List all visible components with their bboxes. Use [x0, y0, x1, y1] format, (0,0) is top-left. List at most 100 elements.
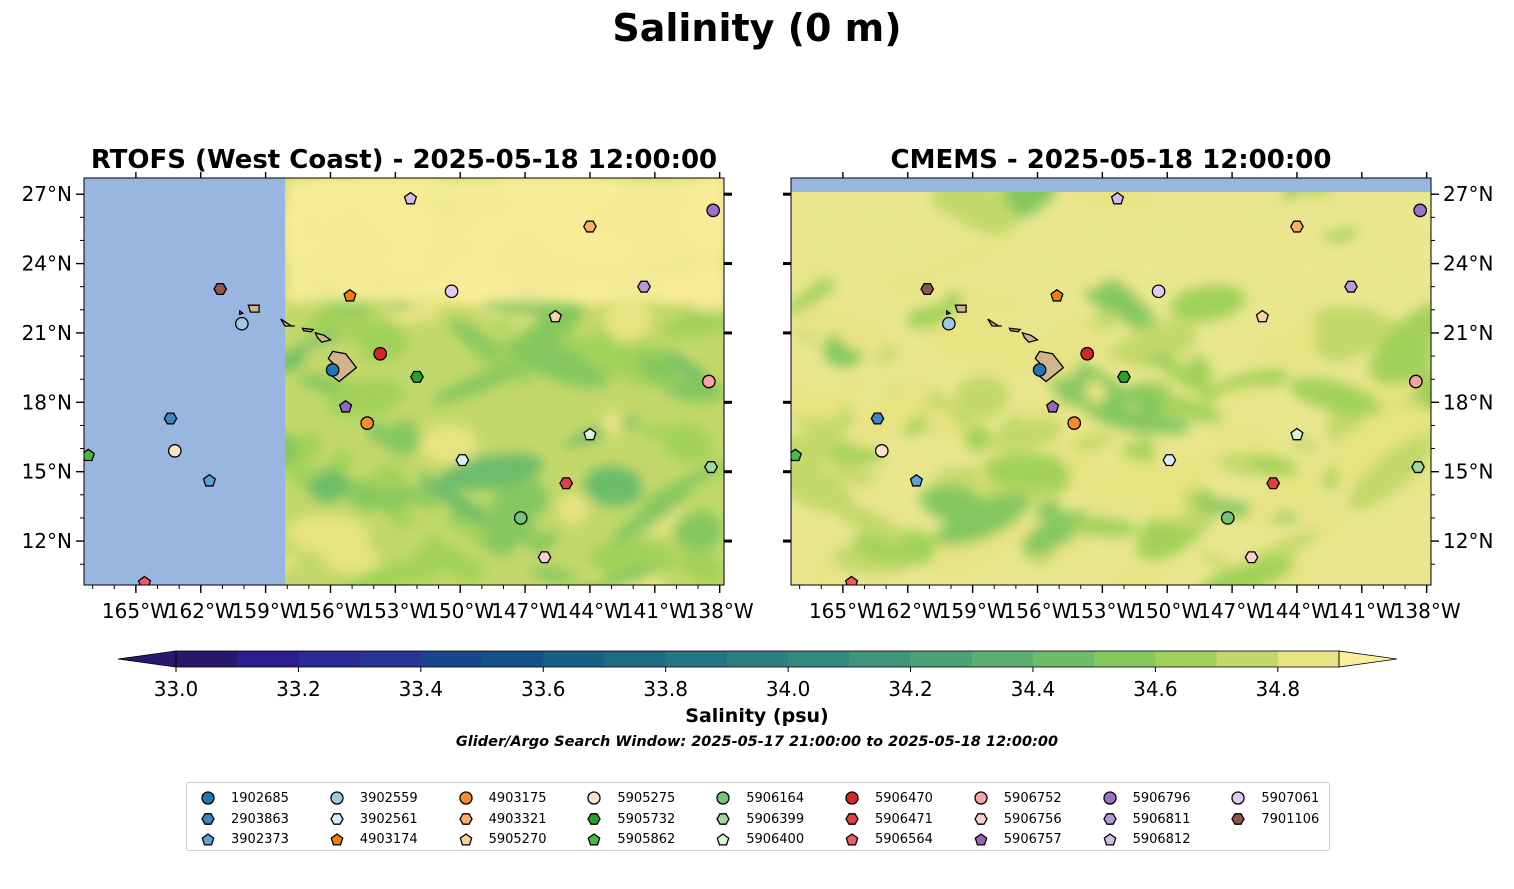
float-marker-3902559 — [941, 316, 956, 331]
salinity-field-patch — [558, 493, 589, 525]
pentagon-marker-icon — [587, 832, 601, 846]
legend-item-3902561: 3902561 — [328, 809, 457, 830]
legend-label: 5906470 — [874, 790, 933, 806]
x-tick-label: 159°W — [939, 599, 1007, 623]
x-tick-label: 165°W — [809, 599, 877, 623]
salinity-field-patch — [611, 483, 694, 545]
salinity-field-patch — [604, 298, 652, 343]
pentagon-marker-icon — [845, 832, 859, 846]
salinity-field-patch — [937, 492, 1030, 546]
float-marker-5905270 — [1255, 309, 1270, 323]
hexagon-marker-icon — [587, 813, 602, 825]
legend-item-2903863: 2903863 — [199, 809, 328, 830]
salinity-field-patch — [1272, 226, 1328, 266]
salinity-field-patch — [331, 450, 354, 474]
legend-label: 5906164 — [746, 790, 805, 806]
pentagon-marker-icon — [201, 832, 215, 846]
legend-swatch — [1231, 791, 1246, 805]
salinity-field-patch — [1169, 284, 1246, 322]
x-tick-label: 156°W — [1004, 599, 1072, 623]
y-tick-label: 27°N — [1443, 182, 1493, 206]
y-tick-label: 15°N — [22, 460, 72, 484]
legend-swatch — [845, 813, 859, 825]
legend-item-3902559: 3902559 — [328, 788, 457, 809]
colorbar-segment — [971, 651, 1034, 667]
circle-marker-icon — [716, 791, 730, 805]
x-tick-label: 162°W — [167, 599, 235, 623]
salinity-field-patch — [1071, 432, 1114, 452]
cmems-panel: CMEMS - 2025-05-18 12:00:00 165°W162°W15… — [783, 145, 1493, 623]
legend-item-5905270: 5905270 — [457, 829, 586, 850]
salinity-field-patch — [692, 334, 719, 351]
float-marker-5906164 — [1220, 511, 1235, 525]
float-marker-5906471 — [1266, 477, 1281, 490]
legend-item-5907061: 5907061 — [1229, 788, 1358, 809]
y-tick-label: 18°N — [22, 390, 72, 414]
y-tick-label: 12°N — [22, 529, 72, 553]
float-marker-5906752 — [702, 374, 716, 389]
salinity-field-patch — [1248, 455, 1296, 474]
salinity-field-patch — [1312, 199, 1372, 233]
legend-swatch — [458, 791, 473, 805]
legend-swatch — [716, 832, 730, 846]
colorbar-segment — [420, 651, 483, 667]
salinity-field-patch — [923, 328, 1023, 372]
float-marker-5905862 — [84, 448, 95, 462]
hexagon-marker-icon — [845, 813, 859, 825]
salinity-field-patch — [1088, 240, 1195, 272]
salinity-field-patch — [1111, 458, 1185, 521]
legend-label: 5906399 — [746, 811, 805, 827]
float-marker-3902559 — [234, 316, 249, 331]
pentagon-marker-icon — [974, 832, 988, 846]
colorbar-segment — [1094, 651, 1156, 667]
colorbar-tick-label: 33.0 — [154, 677, 199, 701]
island-shape — [314, 331, 333, 343]
legend-label: 5906400 — [746, 832, 805, 848]
legend-swatch — [201, 791, 215, 805]
float-marker-7901106 — [920, 282, 935, 296]
float-marker-5906756 — [537, 551, 552, 564]
rtofs-panel-title: RTOFS (West Coast) - 2025-05-18 12:00:00 — [91, 145, 717, 175]
island-shape — [247, 304, 260, 313]
float-marker-4903321 — [1289, 220, 1304, 233]
legend-item-5906400: 5906400 — [714, 829, 843, 850]
legend-item-7901106: 7901106 — [1229, 809, 1358, 830]
legend-swatch — [330, 832, 344, 846]
float-marker-7901106 — [213, 282, 228, 296]
salinity-field-patch — [1197, 556, 1295, 585]
colorbar-extend-high — [1338, 650, 1398, 668]
float-marker-1902685 — [325, 363, 340, 377]
legend-item-5905732: 5905732 — [585, 809, 714, 830]
legend-swatch — [587, 791, 602, 805]
legend-item-5906564: 5906564 — [843, 829, 972, 850]
legend-item-4903175: 4903175 — [457, 788, 586, 809]
legend-item-5906756: 5906756 — [972, 809, 1101, 830]
salinity-field-patch — [925, 407, 958, 436]
figure-title: Salinity (0 m) — [612, 6, 902, 50]
legend-item-5906399: 5906399 — [714, 809, 843, 830]
colorbar-segment — [1155, 651, 1218, 667]
colorbar-segment — [788, 651, 850, 667]
salinity-field-patch — [505, 337, 609, 388]
float-marker-3902373 — [909, 473, 924, 487]
float-marker-2903863 — [870, 412, 885, 425]
colorbar-segment — [849, 651, 912, 667]
legend-item-3902373: 3902373 — [199, 829, 328, 850]
legend-label: 4903174 — [359, 832, 418, 848]
rtofs-no-data-region — [84, 178, 286, 585]
y-tick-label: 27°N — [22, 182, 72, 206]
legend-label: 7901106 — [1261, 811, 1320, 827]
salinity-field-patch — [493, 478, 549, 522]
colorbar-segment — [543, 651, 605, 667]
rtofs-panel: RTOFS (West Coast) - 2025-05-18 12:00:00… — [22, 145, 754, 623]
cmems-map — [791, 178, 1431, 585]
x-tick-label: 138°W — [686, 599, 754, 623]
salinity-field-patch — [1289, 377, 1382, 415]
legend-label: 5906471 — [874, 811, 933, 827]
float-marker-4903174 — [1050, 288, 1064, 302]
legend-item-5906471: 5906471 — [843, 809, 972, 830]
colorbar-segment — [1216, 651, 1279, 667]
float-marker-5906399 — [704, 461, 718, 474]
salinity-field-patch — [791, 385, 844, 419]
